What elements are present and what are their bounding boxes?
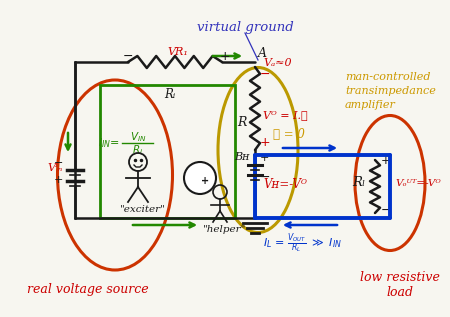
Text: +: +	[381, 153, 391, 166]
Text: Rₗ: Rₗ	[352, 177, 365, 190]
Text: +: +	[201, 176, 209, 186]
Text: −: −	[54, 158, 63, 168]
Text: −: −	[381, 204, 392, 217]
Text: ℓ = 0: ℓ = 0	[273, 128, 305, 141]
Text: +: +	[220, 49, 230, 62]
Text: virtual ground: virtual ground	[197, 22, 293, 35]
Text: $I_{IN}$=: $I_{IN}$=	[98, 136, 120, 150]
Text: −: −	[123, 49, 133, 62]
Text: $R_i$: $R_i$	[132, 143, 144, 157]
Text: Vₐ≈0: Vₐ≈0	[263, 58, 292, 68]
Text: A: A	[258, 47, 267, 60]
Text: low resistive
load: low resistive load	[360, 271, 440, 299]
Text: "helper": "helper"	[203, 225, 247, 235]
Text: Vᴵₙ: Vᴵₙ	[48, 163, 63, 173]
Text: man-controlled
transimpedance
amplifier: man-controlled transimpedance amplifier	[345, 72, 436, 110]
Text: Bʜ: Bʜ	[234, 152, 250, 162]
Text: Vʜ=-Vᴼ: Vʜ=-Vᴼ	[263, 178, 307, 191]
Text: Rᵢ: Rᵢ	[164, 88, 176, 101]
Text: real voltage source: real voltage source	[27, 283, 149, 296]
Text: Vᴼ = I.ℓ: Vᴼ = I.ℓ	[263, 110, 308, 120]
Text: VR₁: VR₁	[167, 47, 189, 57]
Text: +: +	[54, 175, 63, 185]
Text: −: −	[260, 171, 270, 184]
Text: $V_{IN}$: $V_{IN}$	[130, 130, 146, 144]
Text: R: R	[238, 115, 247, 128]
Text: "exciter": "exciter"	[120, 204, 166, 214]
Text: +: +	[260, 137, 270, 150]
Text: +: +	[260, 153, 270, 163]
Text: $I_L$ = $\frac{V_{OUT}}{R_L}$ $\gg$ $I_{IN}$: $I_L$ = $\frac{V_{OUT}}{R_L}$ $\gg$ $I_{…	[263, 231, 342, 255]
Text: −: −	[260, 68, 270, 81]
Circle shape	[184, 162, 216, 194]
Text: Vₒᵁᵀ=-Vᴼ: Vₒᵁᵀ=-Vᴼ	[395, 178, 441, 187]
